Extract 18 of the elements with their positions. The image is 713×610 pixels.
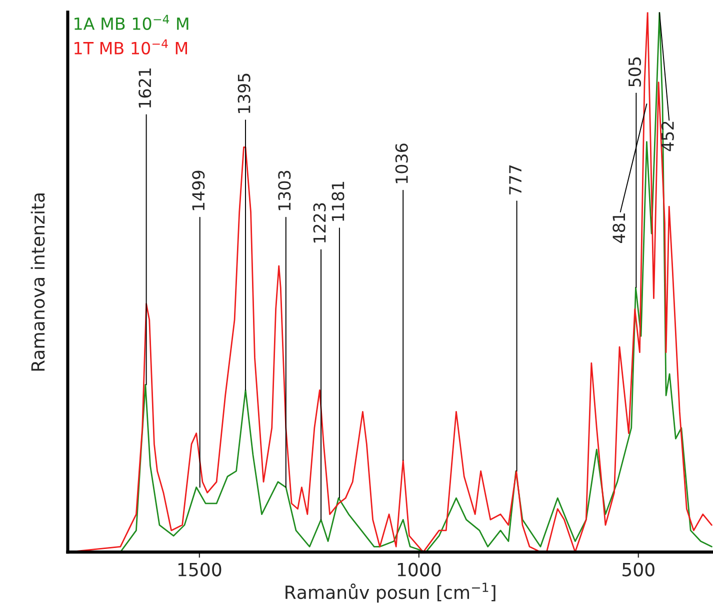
x-tick-label: 1000 <box>398 562 441 576</box>
text: 1A MB 10$^{−4}$ M <box>74 14 188 30</box>
x-tick-label: 500 <box>622 562 654 576</box>
annotation: 1036 <box>395 144 408 184</box>
annotation: 1181 <box>332 182 344 221</box>
annotation: 505 <box>628 57 642 86</box>
annotation: 481 <box>612 213 626 243</box>
x-tick-label: 1500 <box>178 562 222 576</box>
annotation: 777 <box>509 165 522 194</box>
annotation: 1499 <box>192 170 205 210</box>
y-axis-title: Ramanova intenzita <box>30 193 45 371</box>
annotation: 1223 <box>313 203 326 243</box>
text: 1T MB 10$^{−4}$ M <box>74 39 187 54</box>
annotation: 1303 <box>278 170 291 210</box>
x-axis-title: Ramanův posun [cm$^{−1}$] <box>286 582 496 603</box>
annotation: 452 <box>661 122 674 152</box>
annotation: 1621 <box>138 68 152 108</box>
annotation: 1395 <box>238 74 250 113</box>
